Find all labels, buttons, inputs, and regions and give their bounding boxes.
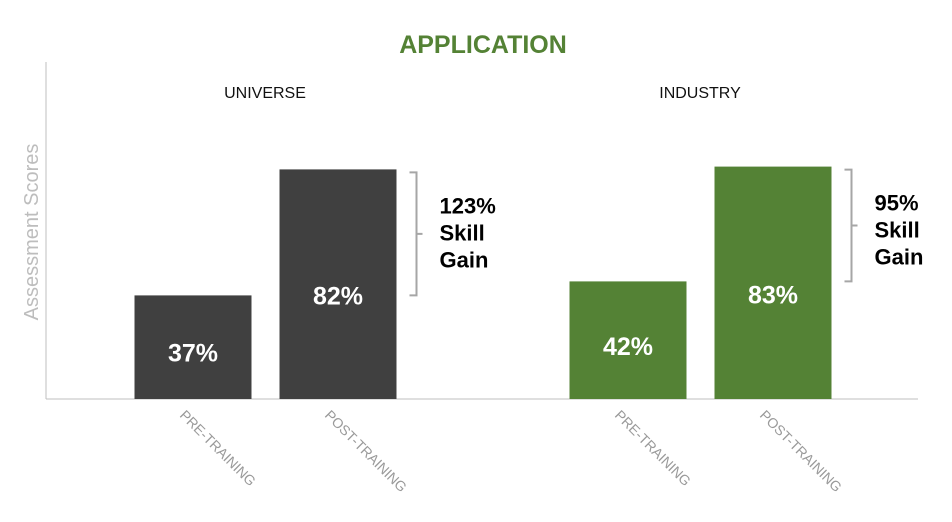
group-label: INDUSTRY	[659, 85, 741, 102]
x-tick-label: POST-TRAINING	[757, 407, 845, 495]
gain-bracket	[844, 168, 858, 283]
x-tick-label: POST-TRAINING	[322, 407, 410, 495]
bar	[134, 295, 252, 399]
bar-value-label: 42%	[603, 333, 653, 361]
x-tick-label: PRE-TRAINING	[177, 407, 259, 489]
bar	[714, 166, 832, 399]
y-axis-label: Assessment Scores	[21, 144, 43, 321]
bar-value-label: 37%	[168, 339, 218, 367]
gain-annotation-line: Skill	[875, 218, 920, 243]
group-label: UNIVERSE	[224, 85, 306, 102]
bar	[279, 169, 397, 399]
gain-annotation-line: 95%	[875, 191, 919, 216]
gain-annotation-line: Gain	[875, 245, 924, 270]
bar	[569, 281, 687, 399]
gain-annotation-line: Skill	[440, 220, 485, 245]
chart-title: APPLICATION	[399, 31, 567, 59]
gain-annotation-line: 123%	[440, 193, 496, 218]
x-tick-label: PRE-TRAINING	[612, 407, 694, 489]
bar-value-label: 83%	[748, 281, 798, 309]
gain-bracket	[409, 171, 423, 297]
gain-annotation-line: Gain	[440, 247, 489, 272]
bar-value-label: 82%	[313, 283, 363, 311]
